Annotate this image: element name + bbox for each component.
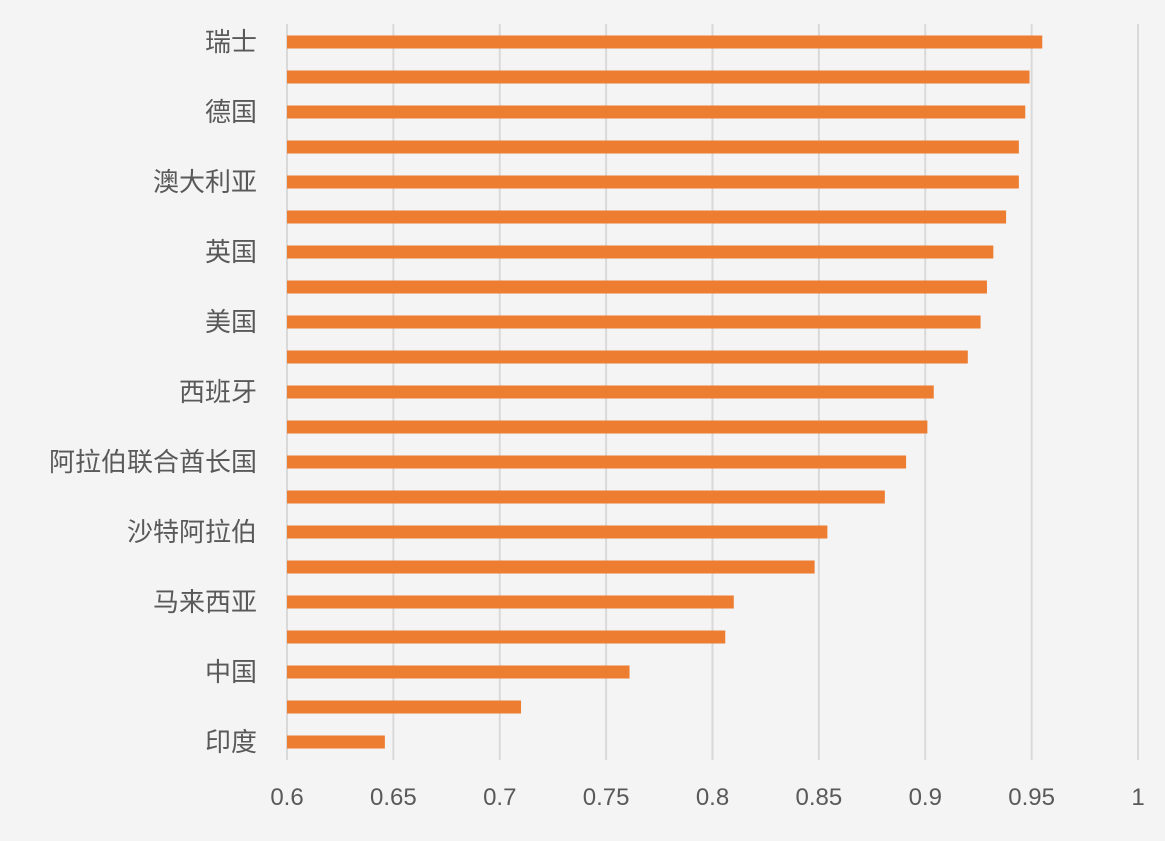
category-label: 德国: [205, 98, 257, 128]
bar-18: [287, 665, 630, 679]
x-tick-label: 0.75: [583, 784, 630, 811]
bar-9: [287, 350, 968, 364]
category-label: 澳大利亚: [153, 168, 257, 198]
x-tick-label: 0.85: [796, 784, 843, 811]
x-axis-tick-labels: 0.6 0.65 0.7 0.75 0.8 0.85 0.9 0.95 1: [270, 784, 1144, 811]
bar-15: [287, 560, 815, 574]
bar-11: [287, 420, 928, 434]
x-tick-label: 0.9: [909, 784, 942, 811]
bar-12: [287, 455, 907, 469]
bar-5: [287, 210, 1007, 224]
category-label: 英国: [205, 238, 257, 268]
bar-7: [287, 280, 987, 294]
category-label: 沙特阿拉伯: [127, 518, 257, 548]
bar-20: [287, 735, 385, 749]
category-label: 中国: [205, 658, 257, 688]
category-label: 阿拉伯联合酋长国: [49, 448, 257, 478]
bar-14: [287, 525, 828, 539]
category-label: 西班牙: [179, 378, 257, 408]
bar-16: [287, 595, 734, 609]
bar-8: [287, 315, 981, 329]
bar-6: [287, 245, 994, 259]
bar-19: [287, 700, 522, 714]
bar-1: [287, 70, 1030, 84]
x-tick-label: 0.7: [483, 784, 516, 811]
x-tick-label: 0.8: [696, 784, 729, 811]
bar-17: [287, 630, 726, 644]
bars: [287, 35, 1043, 749]
x-tick-label: 0.65: [370, 784, 417, 811]
bar-4: [287, 175, 1019, 189]
category-label: 马来西亚: [153, 588, 257, 618]
category-label: 瑞士: [205, 28, 257, 58]
category-label: 印度: [205, 728, 257, 758]
bar-3: [287, 140, 1019, 154]
x-tick-label: 0.95: [1008, 784, 1055, 811]
x-tick-label: 0.6: [270, 784, 303, 811]
x-tick-label: 1: [1131, 784, 1144, 811]
bar-0: [287, 35, 1043, 49]
bar-2: [287, 105, 1026, 119]
bar-13: [287, 490, 885, 504]
bar-10: [287, 385, 934, 399]
category-label: 美国: [205, 308, 257, 338]
